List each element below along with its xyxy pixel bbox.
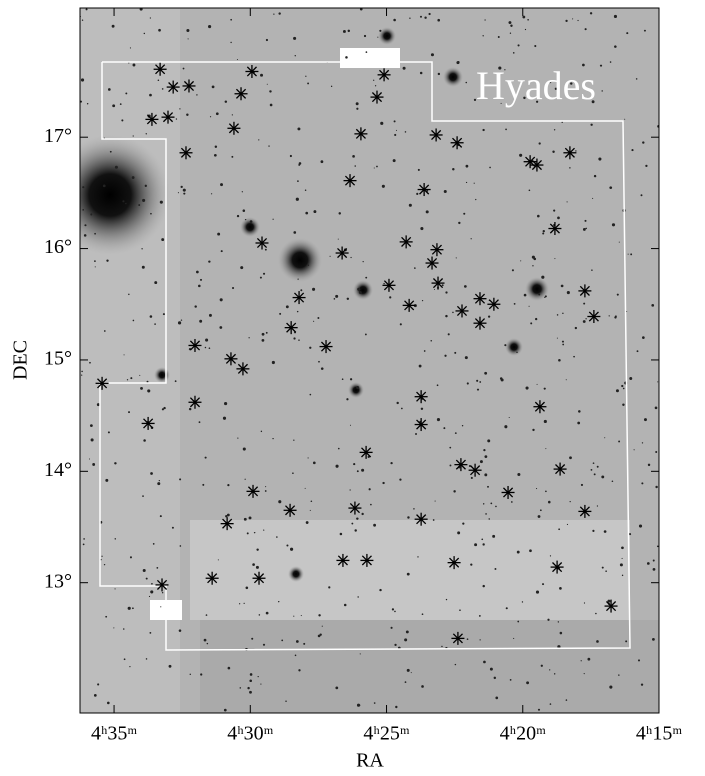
star-marker: [377, 68, 391, 82]
y-tick-label: 17°: [44, 125, 72, 147]
star-marker: [578, 284, 592, 298]
y-axis-label: DEC: [10, 340, 32, 380]
star-marker: [227, 121, 241, 135]
star-marker: [414, 512, 428, 526]
star-marker: [220, 517, 234, 531]
star-marker: [354, 127, 368, 141]
star-marker: [141, 416, 155, 430]
star-marker: [245, 64, 259, 78]
x-tick-label: 4ʰ30ᵐ: [227, 723, 273, 745]
star-marker: [252, 571, 266, 585]
star-marker: [360, 553, 374, 567]
star-marker: [359, 445, 373, 459]
star-marker: [417, 183, 431, 197]
star-marker: [348, 501, 362, 515]
star-marker: [430, 243, 444, 257]
star-marker: [166, 80, 180, 94]
x-tick-label: 4ʰ25ᵐ: [363, 723, 409, 745]
y-tick-label: 13°: [44, 570, 72, 592]
star-marker: [530, 158, 544, 172]
star-marker: [455, 304, 469, 318]
star-marker: [450, 136, 464, 150]
star-marker: [182, 79, 196, 93]
star-marker: [246, 484, 260, 498]
star-marker: [550, 560, 564, 574]
star-marker: [553, 462, 567, 476]
star-marker: [563, 146, 577, 160]
star-marker: [447, 556, 461, 570]
star-marker: [95, 376, 109, 390]
x-tick-label: 4ʰ35ᵐ: [91, 723, 137, 745]
star-marker: [429, 128, 443, 142]
star-marker: [236, 362, 250, 376]
star-marker: [501, 485, 515, 499]
star-marker: [188, 338, 202, 352]
star-marker: [473, 292, 487, 306]
star-marker: [370, 90, 384, 104]
star-marker: [468, 463, 482, 477]
chart-title: Hyades: [476, 63, 596, 108]
y-tick-label: 15°: [44, 348, 72, 370]
star-marker: [336, 553, 350, 567]
star-marker: [255, 236, 269, 250]
x-axis-label: RA: [356, 750, 384, 772]
star-marker: [431, 276, 445, 290]
x-tick-label: 4ʰ20ᵐ: [500, 723, 546, 745]
star-marker: [533, 400, 547, 414]
star-marker: [343, 174, 357, 188]
y-tick-label: 14°: [44, 459, 72, 481]
star-marker: [292, 291, 306, 305]
star-marker: [487, 297, 501, 311]
star-marker: [587, 310, 601, 324]
star-marker: [224, 352, 238, 366]
star-marker: [145, 112, 159, 126]
star-marker: [205, 571, 219, 585]
star-marker: [414, 390, 428, 404]
star-marker: [399, 235, 413, 249]
star-marker: [604, 599, 618, 613]
star-marker: [161, 110, 175, 124]
star-marker: [451, 631, 465, 645]
star-marker: [402, 298, 416, 312]
star-marker: [319, 340, 333, 354]
star-marker: [548, 222, 562, 236]
star-marker: [234, 87, 248, 101]
star-marker: [454, 458, 468, 472]
star-marker: [578, 504, 592, 518]
star-marker: [473, 316, 487, 330]
star-marker: [414, 418, 428, 432]
star-marker: [335, 246, 349, 260]
x-tick-label: 4ʰ15ᵐ: [636, 723, 682, 745]
y-tick-label: 16°: [44, 236, 72, 258]
star-marker: [425, 256, 439, 270]
star-marker: [523, 155, 537, 169]
star-marker: [188, 395, 202, 409]
star-marker: [382, 278, 396, 292]
star-marker: [179, 146, 193, 160]
star-marker: [153, 62, 167, 76]
star-marker: [284, 321, 298, 335]
star-marker: [155, 578, 169, 592]
star-marker: [283, 503, 297, 517]
sky-image: [80, 8, 659, 713]
